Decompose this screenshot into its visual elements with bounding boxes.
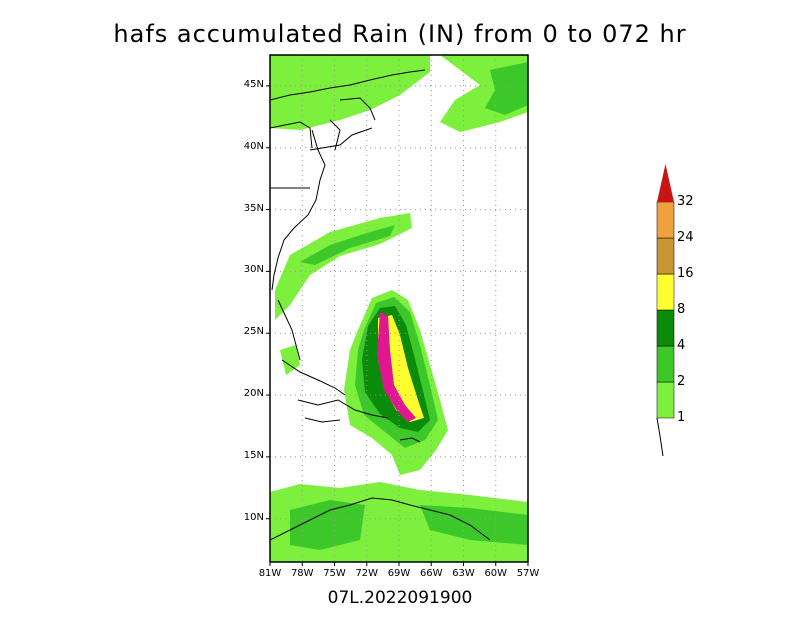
rain-area-band-inner [300, 225, 395, 265]
lat-tick-label: 10N [243, 511, 264, 523]
colorbar-segment [656, 201, 675, 239]
lon-tick-label: 66W [419, 568, 443, 579]
lat-tick-label: 15N [243, 449, 264, 461]
rain-field [270, 55, 528, 562]
colorbar-label: 16 [677, 266, 694, 281]
colorbar-segment [656, 273, 675, 311]
colorbar-segment [656, 345, 675, 383]
lon-tick-label: 63W [452, 568, 475, 579]
rain-area-caribbean-inner [290, 500, 365, 550]
colorbar-segment [656, 309, 675, 347]
lon-tick-label: 60W [484, 568, 508, 579]
colorbar-label: 2 [677, 374, 686, 389]
colorbar-label: 24 [677, 230, 694, 245]
colorbar-label: 8 [677, 302, 686, 317]
colorbar-bottom-tail [656, 417, 664, 457]
map-title: hafs accumulated Rain (IN) from 0 to 072… [113, 20, 687, 48]
rain-area-northeast [270, 55, 430, 130]
rain-area-florida [280, 345, 300, 375]
lon-tick-label: 81W [258, 568, 282, 579]
colorbar-label: 1 [677, 410, 686, 425]
lat-tick-label: 20N [243, 388, 264, 400]
rain-area-tc-track [377, 312, 416, 422]
lat-tick-label: 40N [243, 140, 264, 152]
lat-tick-label: 35N [243, 202, 264, 214]
colorbar-top-arrow [657, 164, 674, 202]
rain-area-atlantic-band [275, 213, 412, 320]
lat-tick-label: 25N [243, 326, 264, 338]
coastlines [270, 69, 491, 541]
rain-area-south-inner [420, 505, 528, 545]
lon-tick-label: 75W [323, 568, 346, 579]
colorbar-label: 4 [677, 338, 686, 353]
lon-tick-label: 78W [290, 568, 314, 579]
lat-tick-label: 45N [243, 78, 264, 90]
map-grid [270, 55, 528, 562]
lon-tick-label: 72W [355, 568, 379, 579]
lon-tick-label: 57W [516, 568, 540, 579]
colorbar-label: 32 [677, 194, 694, 209]
lon-tick-label: 69W [387, 568, 411, 579]
colorbar-segment [656, 237, 675, 275]
run-id-label: 07L.2022091900 [327, 588, 473, 608]
color-bar [656, 164, 675, 457]
colorbar-segment [656, 381, 675, 419]
lat-tick-label: 30N [243, 264, 264, 276]
